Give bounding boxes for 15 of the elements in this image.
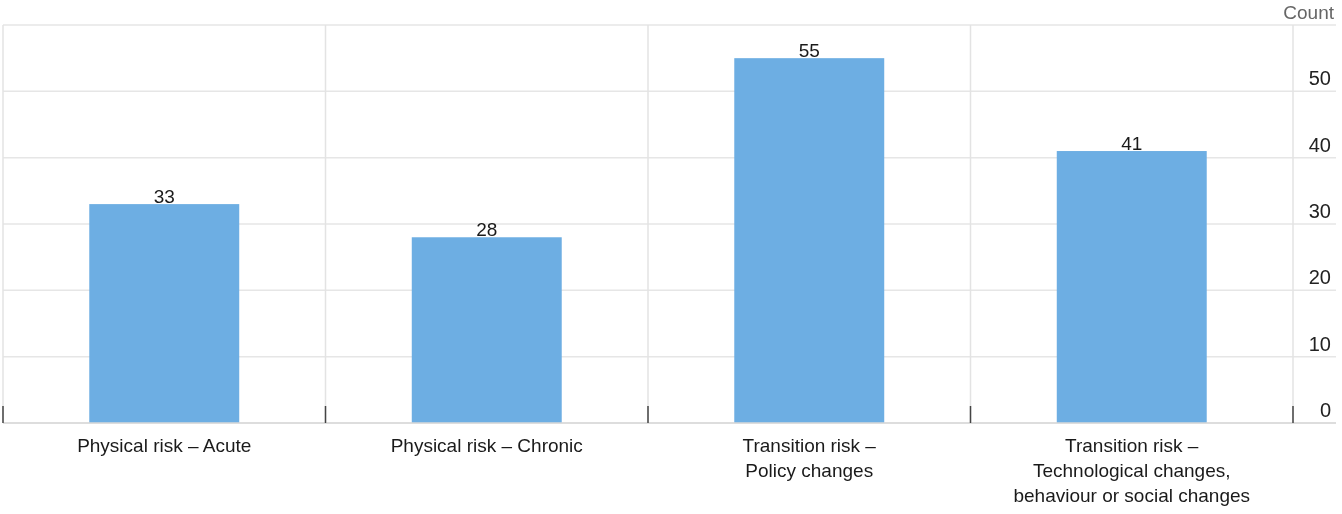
y-axis-title: Count [1283, 2, 1335, 23]
data-label: 41 [1121, 133, 1143, 155]
x-tick-label: Physical risk – Acute [77, 435, 252, 456]
data-label: 55 [798, 40, 820, 62]
y-tick-label: 30 [1308, 200, 1331, 222]
x-tick-label: Transition risk – Policy changes [742, 435, 877, 481]
y-tick-label: 0 [1319, 399, 1331, 421]
y-tick-label: 10 [1308, 332, 1331, 355]
data-label: 33 [153, 186, 175, 208]
y-tick-label: 50 [1308, 67, 1331, 90]
x-tick-label: Physical risk – Chronic [390, 435, 583, 456]
x-tick-label: Transition risk – Technological changes, behaviour or social changes [1013, 435, 1251, 506]
data-label: 28 [476, 219, 498, 241]
y-tick-label: 20 [1308, 266, 1331, 289]
y-tick-label: 40 [1308, 133, 1331, 156]
